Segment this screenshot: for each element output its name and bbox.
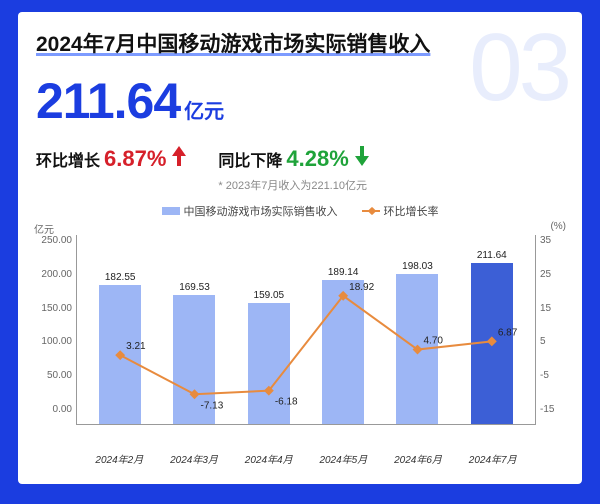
bar-column: 169.53 bbox=[157, 282, 231, 424]
bar bbox=[471, 263, 513, 424]
legend-line-label: 环比增长率 bbox=[384, 203, 439, 219]
delta-row: 环比增长 6.87% 同比下降 4.28% bbox=[36, 144, 564, 193]
bar-column: 159.05 bbox=[232, 290, 306, 424]
plot-area: 182.55169.53159.05189.14198.03211.64 3.2… bbox=[76, 235, 536, 425]
x-tick: 2024年6月 bbox=[381, 451, 456, 466]
outer-frame: 03 2024年7月中国移动游戏市场实际销售收入 211.64 亿元 环比增长 … bbox=[0, 0, 600, 504]
bar bbox=[173, 295, 215, 424]
mom-value: 6.87% bbox=[104, 146, 166, 172]
yoy-note: * 2023年7月收入为221.10亿元 bbox=[218, 177, 370, 193]
y-left-axis: 250.00 200.00 150.00 100.00 50.00 0.00 bbox=[36, 235, 76, 415]
bar-column: 198.03 bbox=[380, 261, 454, 425]
legend-line: 环比增长率 bbox=[362, 203, 439, 219]
y-right-tick: -15 bbox=[540, 404, 564, 415]
x-tick: 2024年5月 bbox=[306, 451, 381, 466]
page-title: 2024年7月中国移动游戏市场实际销售收入 bbox=[36, 28, 564, 58]
y-right-axis-label: (%) bbox=[550, 221, 566, 232]
x-tick: 2024年3月 bbox=[157, 451, 232, 466]
y-left-tick: 150.00 bbox=[36, 303, 72, 314]
bar-value-label: 189.14 bbox=[328, 267, 359, 278]
bar-value-label: 159.05 bbox=[254, 290, 285, 301]
yoy-value: 4.28% bbox=[286, 146, 348, 172]
legend-bar-label: 中国移动游戏市场实际销售收入 bbox=[184, 203, 338, 219]
bar bbox=[396, 274, 438, 425]
bar-value-label: 198.03 bbox=[402, 261, 433, 272]
y-left-tick: 0.00 bbox=[36, 404, 72, 415]
bar-column: 189.14 bbox=[306, 267, 380, 424]
chart: 亿元 (%) 250.00200.00150.00100.0050.000.00… bbox=[36, 225, 564, 445]
y-right-axis: 35 25 15 5 -5 -15 bbox=[536, 235, 564, 415]
yoy-label: 同比下降 bbox=[218, 147, 282, 171]
legend: 中国移动游戏市场实际销售收入 环比增长率 bbox=[36, 203, 564, 219]
card: 03 2024年7月中国移动游戏市场实际销售收入 211.64 亿元 环比增长 … bbox=[18, 12, 582, 484]
y-left-axis-label: 亿元 bbox=[34, 221, 54, 236]
arrow-up-icon bbox=[170, 144, 188, 173]
headline-unit: 亿元 bbox=[184, 95, 224, 124]
mom-label: 环比增长 bbox=[36, 147, 100, 171]
bars-container: 182.55 169.53 159.05 189.14 198.03 211.64 bbox=[77, 235, 535, 424]
x-tick: 2024年2月 bbox=[82, 451, 157, 466]
bar-column: 182.55 bbox=[83, 272, 157, 424]
bar-value-label: 182.55 bbox=[105, 272, 136, 283]
mom-block: 环比增长 6.87% bbox=[36, 144, 188, 173]
y-right-tick: 25 bbox=[540, 269, 564, 280]
y-left-tick: 50.00 bbox=[36, 370, 72, 381]
x-axis: 2024年2月2024年3月2024年4月2024年5月2024年6月2024年… bbox=[76, 445, 536, 466]
y-right-tick: -5 bbox=[540, 370, 564, 381]
legend-line-swatch-icon bbox=[362, 210, 380, 212]
x-tick: 2024年4月 bbox=[231, 451, 306, 466]
headline-value: 211.64 bbox=[36, 72, 180, 130]
bar-value-label: 211.64 bbox=[477, 250, 507, 261]
bar-value-label: 169.53 bbox=[179, 282, 210, 293]
legend-bar: 中国移动游戏市场实际销售收入 bbox=[162, 203, 338, 219]
y-left-tick: 200.00 bbox=[36, 269, 72, 280]
y-right-tick: 5 bbox=[540, 336, 564, 347]
bar bbox=[99, 285, 141, 424]
bar bbox=[248, 303, 290, 424]
bar-column: 211.64 bbox=[455, 250, 529, 424]
x-tick: 2024年7月 bbox=[455, 451, 530, 466]
yoy-block: 同比下降 4.28% * 2023年7月收入为221.10亿元 bbox=[218, 144, 370, 193]
y-right-tick: 35 bbox=[540, 235, 564, 246]
arrow-down-icon bbox=[353, 144, 371, 173]
y-right-tick: 15 bbox=[540, 303, 564, 314]
legend-bar-swatch-icon bbox=[162, 207, 180, 215]
y-left-tick: 100.00 bbox=[36, 336, 72, 347]
bar bbox=[322, 280, 364, 424]
y-left-tick: 250.00 bbox=[36, 235, 72, 246]
headline-row: 211.64 亿元 bbox=[36, 72, 564, 130]
